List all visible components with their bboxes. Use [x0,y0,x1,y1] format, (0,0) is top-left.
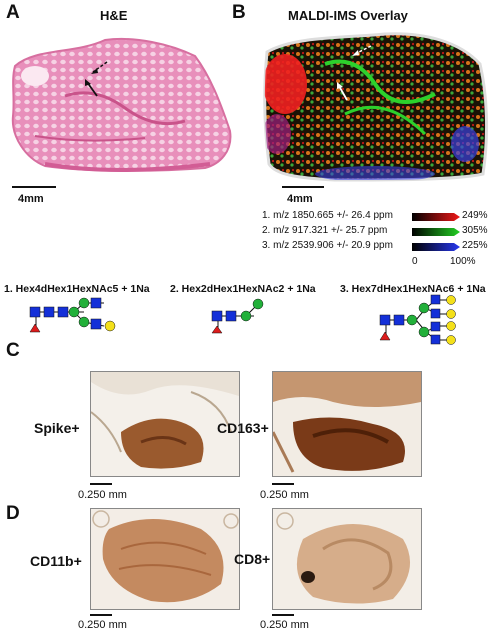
legend-row-2: 2. m/z 917.321 +/- 25.7 ppm [262,225,387,236]
glycan-name-3: 3. Hex7dHex1HexNAc6 + 1Na [340,283,486,295]
glycan-structure-2 [211,298,264,334]
scale-label-cd11b: 0.250 mm [78,619,127,631]
scale-label-cd163: 0.250 mm [260,489,309,501]
legend-mz-text: m/z 1850.665 +/- 26.4 ppm [273,210,393,221]
glycan-structure-3 [379,294,456,345]
legend-axis-max: 100% [450,256,476,267]
scale-label-cd8: 0.250 mm [260,619,309,631]
scalebar-cd8 [272,614,294,616]
glycan-name-1: 1. Hex4dHex1HexNAc5 + 1Na [4,283,150,295]
panel-a-letter: A [6,2,20,23]
scalebar-spike [90,483,112,485]
legend-mz-text: m/z 2539.906 +/- 20.9 ppm [273,240,393,251]
legend-pct-3: 225% [462,240,488,251]
legend-mz-text: m/z 917.321 +/- 25.7 ppm [273,225,388,236]
glycan-name-2: 2. Hex2dHex1HexNAc2 + 1Na [170,283,316,295]
legend-number: 1. [262,210,271,221]
panel-a-title: H&E [100,8,128,23]
panel-c-letter: C [6,340,20,361]
stain-label-cd8: CD8+ [234,551,271,567]
glycan-structure-1 [29,297,116,333]
panel-a-scale-label: 4mm [18,193,44,205]
maldi-overlay-image [263,32,489,182]
ihc-image-cd163 [272,371,422,477]
legend-pct-2: 305% [462,225,488,236]
stain-label-spike: Spike+ [34,420,80,436]
scale-label-spike: 0.250 mm [78,489,127,501]
ihc-image-spike [90,371,240,477]
scalebar-cd11b [90,614,112,616]
legend-row-1: 1. m/z 1850.665 +/- 26.4 ppm [262,210,393,221]
stain-label-cd163: CD163+ [217,420,269,436]
legend-number: 3. [262,240,271,251]
ihc-image-cd8 [272,508,422,610]
panel-b-scalebar [282,186,324,188]
legend-row-3: 3. m/z 2539.906 +/- 20.9 ppm [262,240,393,251]
panel-a-scalebar [12,186,56,188]
legend-number: 2. [262,225,271,236]
panel-b-letter: B [232,2,246,23]
legend-pct-1: 249% [462,210,488,221]
ihc-image-cd11b [90,508,240,610]
panel-d-letter: D [6,503,20,524]
panel-b-title: MALDI-IMS Overlay [288,8,408,23]
legend-color-ramps [412,213,460,251]
stain-label-cd11b: CD11b+ [30,553,82,569]
scalebar-cd163 [272,483,294,485]
panel-b-scale-label: 4mm [287,193,313,205]
legend-axis-min: 0 [412,256,418,267]
he-tissue-image [11,37,232,172]
